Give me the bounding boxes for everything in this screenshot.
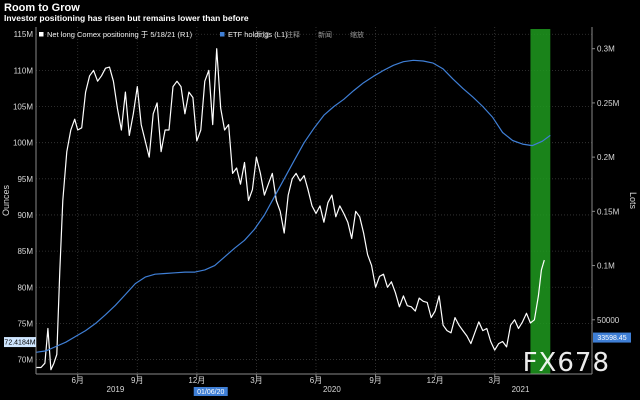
y-left-tick-label: 90M bbox=[17, 211, 33, 220]
y-left-tick-label: 95M bbox=[17, 175, 33, 184]
y-left-tick-label: 70M bbox=[17, 356, 33, 365]
x-tick-label: 3月 bbox=[250, 376, 262, 385]
toolbar-item[interactable]: 注释 bbox=[286, 30, 300, 39]
axes: 70M 75M 80M 85M 90M 95M 100M 105M 110M 115M 6月 9月 12… bbox=[1, 27, 638, 396]
y-right-tick-label: 0.25M bbox=[597, 99, 620, 108]
right-last-value-flag bbox=[593, 332, 631, 343]
date-flag bbox=[193, 387, 228, 396]
y-right-tick-label: 0.3M bbox=[597, 45, 615, 54]
x-tick-label: 12月 bbox=[188, 376, 205, 385]
chart-subtitle: Investor positioning has risen but remai… bbox=[4, 13, 249, 23]
series-group bbox=[35, 48, 551, 371]
x-year-label: 2020 bbox=[323, 385, 341, 394]
y-left-tick-label: 115M bbox=[14, 30, 34, 39]
y-left-tick-label: 105M bbox=[13, 103, 33, 112]
legend-label-net-long: Net long Comex positioning 于 5/18/21 (R1… bbox=[47, 30, 193, 39]
highlight-region bbox=[530, 29, 551, 374]
watermark-logo: FX678 bbox=[522, 348, 610, 378]
x-tick-label: 12月 bbox=[427, 376, 444, 385]
x-tick-label: 6月 bbox=[310, 376, 322, 385]
y-left-tick-label: 100M bbox=[13, 139, 33, 148]
x-tick-label: 3月 bbox=[488, 376, 500, 385]
y-right-tick-label: 0.2M bbox=[597, 153, 615, 162]
x-year-label: 2019 bbox=[107, 385, 125, 394]
chart-title: Room to Grow bbox=[4, 2, 80, 14]
toolbar-item[interactable]: …添加 bbox=[248, 30, 269, 39]
y-right-tick-label: 50000 bbox=[597, 316, 620, 325]
toolbar-item[interactable]: 缩放 bbox=[350, 30, 364, 39]
highlight-band bbox=[530, 29, 551, 374]
y-left-tick-label: 110M bbox=[14, 66, 34, 75]
x-tick-label: 9月 bbox=[131, 376, 143, 385]
chart-toolbar: …添加 注释 新闻 缩放 bbox=[248, 30, 364, 39]
legend: Net long Comex positioning 于 5/18/21 (R1… bbox=[39, 30, 364, 39]
y-left-tick-label: 85M bbox=[17, 247, 33, 256]
y-left-tick-label: 75M bbox=[17, 319, 33, 328]
y-right-tick-label: 0.15M bbox=[597, 207, 620, 216]
legend-swatch-etf bbox=[220, 32, 225, 37]
toolbar-item[interactable]: 新闻 bbox=[318, 30, 332, 39]
legend-swatch-net-long bbox=[39, 32, 44, 37]
y-left-tick-label: 80M bbox=[17, 283, 33, 292]
x-year-label: 2021 bbox=[512, 385, 530, 394]
left-last-value-label: 72.4184M bbox=[4, 340, 35, 347]
grid-lines bbox=[36, 27, 592, 374]
legend-label-etf: ETF holdings (L1) bbox=[228, 30, 288, 39]
series-line-net-long bbox=[36, 48, 545, 371]
y-left-axis-title: Ounces bbox=[1, 184, 11, 216]
x-tick-label: 9月 bbox=[369, 376, 381, 385]
y-right-tick-label: 0.1M bbox=[597, 262, 615, 271]
series-line-etf-holdings bbox=[35, 59, 551, 353]
right-last-value-label: 33598.45 bbox=[597, 335, 626, 342]
left-last-value-flag bbox=[4, 337, 36, 348]
x-tick-label: 6月 bbox=[71, 376, 83, 385]
y-right-axis-title: Lots bbox=[628, 192, 638, 210]
date-flag-label: 01/06/20 bbox=[197, 389, 224, 396]
